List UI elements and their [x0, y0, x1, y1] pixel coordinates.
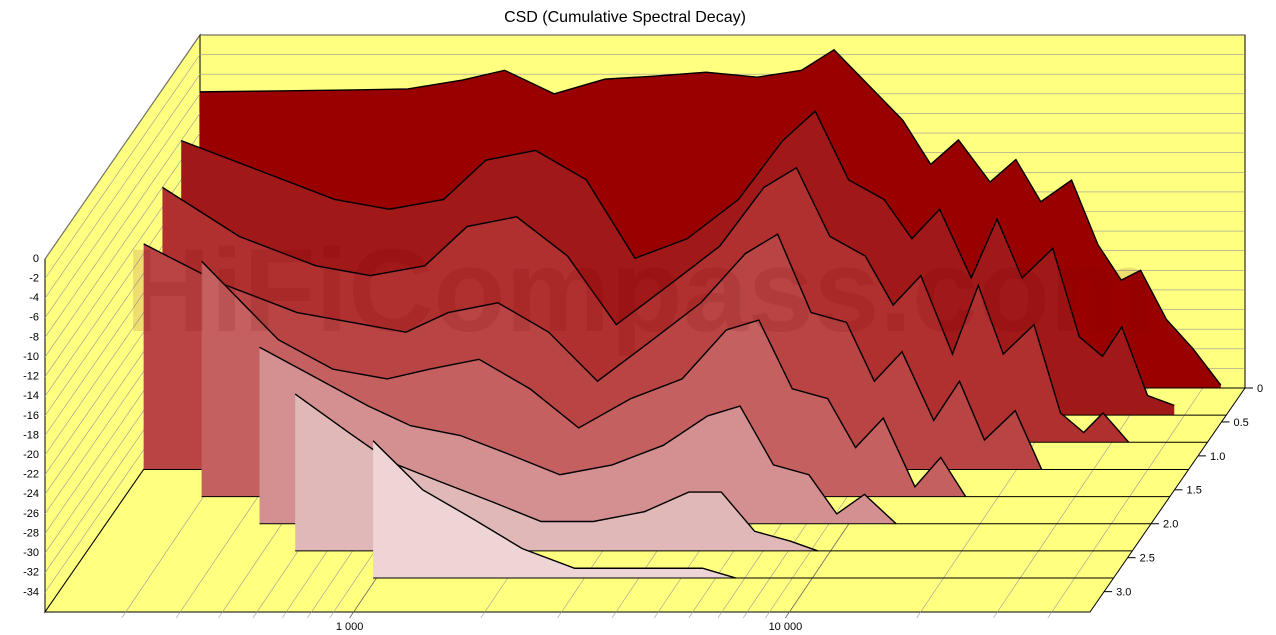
y-tick-label: 0 [33, 253, 39, 265]
y-tick-label: -4 [29, 292, 39, 304]
y-tick-label: -32 [23, 567, 39, 579]
slice-line [201, 260, 967, 497]
grid-line [44, 113, 201, 338]
watermark: HiFiCompass.com [125, 225, 1154, 357]
y-tick-label: -2 [29, 273, 39, 285]
y-tick-label: -8 [29, 331, 39, 343]
z-tick-label: 0.5 [1234, 417, 1249, 429]
z-tick-label: 1.0 [1210, 451, 1225, 463]
y-tick-label: -26 [23, 508, 39, 520]
z-tick-label: 3.0 [1116, 587, 1131, 599]
y-tick-label: -28 [23, 527, 39, 539]
grid-line [44, 74, 201, 299]
grid-line [44, 54, 201, 279]
grid-line [44, 93, 201, 319]
grid-line [44, 132, 201, 358]
y-tick-label: -10 [23, 351, 39, 363]
chart-title: CSD (Cumulative Spectral Decay) [504, 9, 746, 26]
y-tick-label: -6 [29, 312, 39, 324]
z-tick-label: 2.5 [1140, 553, 1155, 565]
grid-line [1047, 387, 1204, 619]
y-tick-label: -34 [23, 586, 39, 598]
slice-line [180, 110, 1175, 407]
z-tick-label: 2.0 [1163, 519, 1178, 531]
slice-line [259, 346, 897, 525]
y-tick-label: -14 [23, 390, 39, 402]
y-tick-label: -22 [23, 469, 39, 481]
y-tick-label: -18 [23, 429, 39, 441]
y-tick-label: -20 [23, 449, 39, 461]
grid-line [44, 152, 201, 377]
x-tick-label: 10 000 [769, 621, 803, 633]
slice-fill [373, 440, 736, 579]
slice-line [199, 48, 1222, 386]
z-tick-label: 0 [1257, 383, 1263, 395]
z-tick-label: 1.5 [1187, 485, 1202, 497]
y-tick-label: -30 [23, 547, 39, 559]
y-tick-label: -12 [23, 371, 39, 383]
y-tick-label: -16 [23, 410, 39, 422]
grid-line [993, 387, 1149, 619]
y-tick-label: -24 [23, 488, 39, 500]
x-tick-label: 1 000 [336, 621, 364, 633]
slice-line [162, 166, 1130, 443]
slice-line [372, 440, 737, 579]
slice-line [143, 233, 1043, 470]
grid-line [44, 34, 201, 260]
